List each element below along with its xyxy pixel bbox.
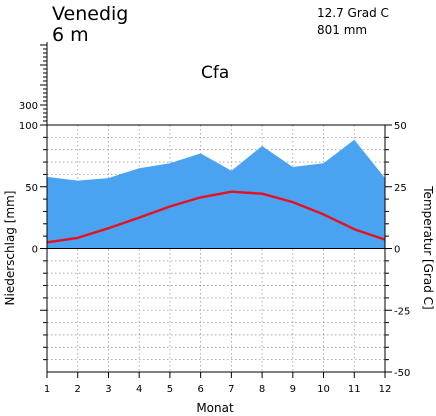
x-tick-label: 1 (44, 384, 50, 395)
x-tick-label: 4 (136, 384, 142, 395)
right-tick-label: -25 (394, 306, 410, 317)
x-axis-label: Monat (196, 401, 234, 415)
climate-class: Cfa (201, 63, 229, 83)
x-tick-label: 12 (379, 384, 392, 395)
annual-temperature: 12.7 Grad C (317, 6, 389, 20)
station-elevation: 6 m (52, 24, 89, 46)
right-tick-label: 0 (394, 245, 400, 256)
right-tick-label: 25 (394, 183, 407, 194)
left-tick-label: 50 (25, 183, 38, 194)
left-tick-label: 100 (19, 121, 38, 132)
x-tick-label: 11 (348, 384, 361, 395)
axes (40, 42, 392, 378)
annual-precipitation: 801 mm (317, 23, 367, 37)
right-axis-label: Temperatur [Grad C] (421, 185, 435, 309)
right-tick-label: -50 (394, 368, 410, 379)
x-tick-label: 8 (259, 384, 265, 395)
x-tick-label: 7 (228, 384, 234, 395)
temperature-line-layer (46, 190, 386, 244)
upper-left-tick-label: 300 (19, 101, 38, 112)
x-tick-label: 6 (197, 384, 203, 395)
x-tick-label: 2 (75, 384, 81, 395)
right-tick-label: 50 (394, 121, 407, 132)
left-axis-label: Niederschlag [mm] (3, 191, 17, 306)
station-name: Venedig (52, 3, 128, 25)
temperature-line (46, 190, 386, 244)
x-tick-label: 3 (105, 384, 111, 395)
x-tick-label: 5 (167, 384, 173, 395)
x-tick-label: 9 (290, 384, 296, 395)
left-tick-label: 0 (32, 245, 38, 256)
x-tick-label: 10 (317, 384, 330, 395)
